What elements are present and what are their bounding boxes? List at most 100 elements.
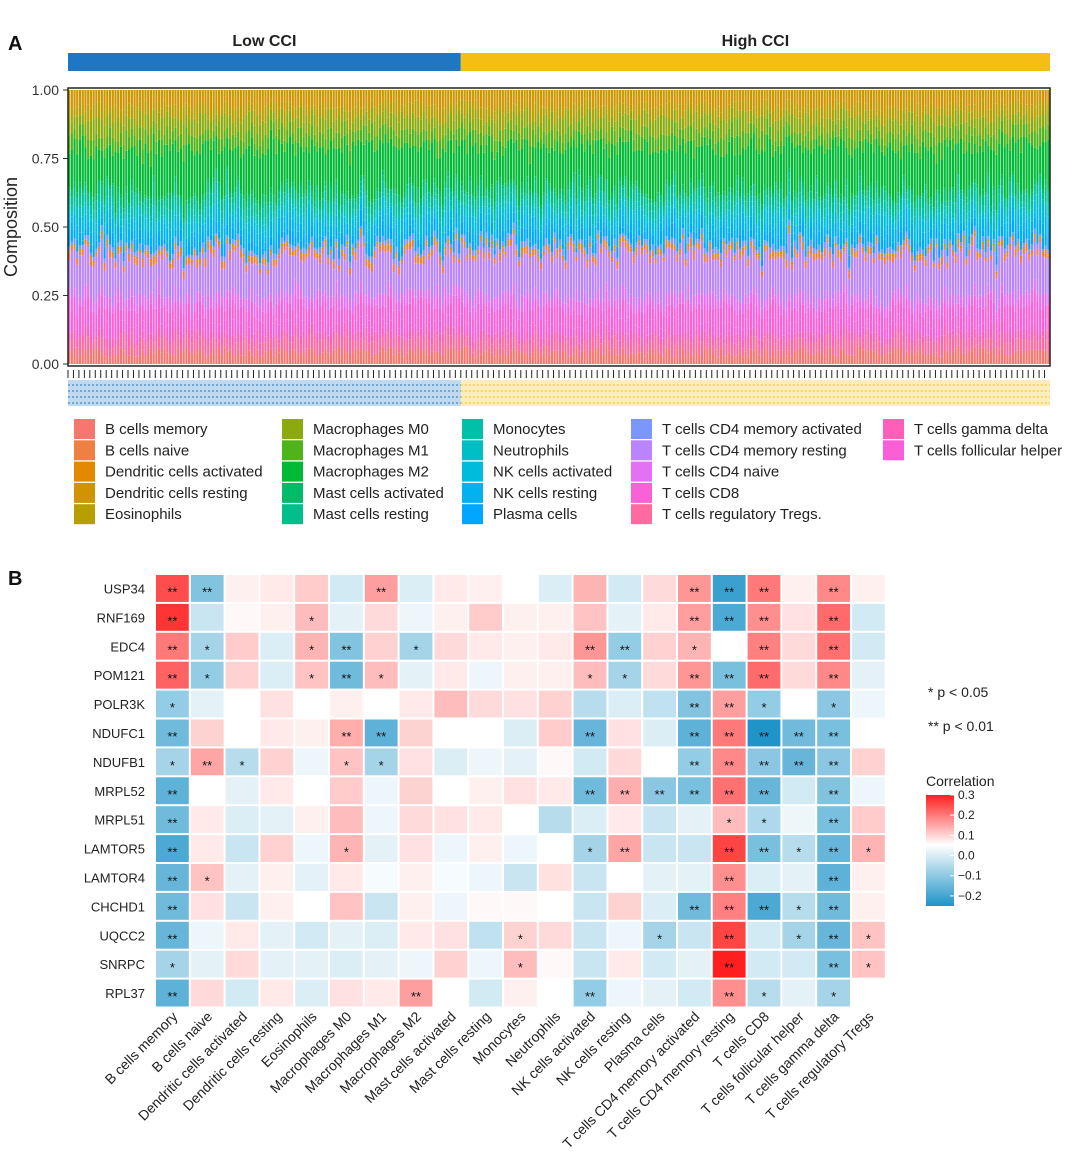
bar-segment — [81, 344, 84, 355]
bar-segment — [493, 254, 496, 259]
bar-segment — [141, 203, 144, 215]
bar-segment — [488, 208, 491, 214]
bar-segment — [278, 199, 281, 207]
bar-segment — [220, 224, 223, 239]
bar-segment — [119, 347, 123, 364]
bar-segment — [220, 244, 223, 257]
bar-segment — [662, 219, 665, 228]
bar-segment — [599, 253, 603, 303]
bar-segment — [550, 256, 553, 259]
bar-segment — [193, 215, 196, 223]
bar-segment — [471, 193, 474, 197]
bar-segment — [662, 256, 665, 259]
bar-segment — [474, 349, 477, 358]
bar-segment — [368, 132, 371, 142]
bar-segment — [455, 185, 458, 192]
bar-segment — [580, 201, 584, 211]
bar-segment — [406, 128, 409, 143]
bar-segment — [561, 211, 564, 218]
bar-segment — [128, 310, 131, 328]
bar-segment — [482, 196, 485, 201]
bar-segment — [177, 206, 180, 216]
bar-segment — [310, 197, 313, 206]
bar-segment — [455, 233, 458, 236]
bar-segment — [305, 308, 308, 325]
bar-segment — [280, 243, 283, 247]
bar-segment — [528, 195, 532, 207]
bar-segment — [507, 199, 510, 203]
bar-segment — [610, 355, 614, 364]
bar-segment — [455, 295, 458, 318]
bar-segment — [616, 120, 619, 142]
bar-segment — [406, 184, 409, 190]
bar-segment — [531, 192, 534, 196]
bar-segment — [586, 208, 589, 215]
bar-segment — [114, 235, 117, 240]
bar-segment — [447, 326, 450, 336]
bar-segment — [348, 255, 352, 262]
bar-segment — [422, 112, 425, 130]
bar-segment — [237, 90, 240, 108]
bar-segment — [567, 356, 570, 364]
bar-segment — [136, 140, 139, 156]
bar-segment — [408, 118, 412, 134]
bar-segment — [616, 318, 619, 333]
bar-segment — [657, 116, 660, 138]
bar-segment — [520, 182, 523, 189]
bar-segment — [261, 311, 264, 323]
bar-segment — [665, 90, 668, 104]
bar-segment — [498, 130, 502, 142]
bar-segment — [207, 108, 210, 120]
bar-segment — [348, 199, 352, 202]
bar-segment — [84, 147, 87, 183]
bar-segment — [428, 236, 431, 248]
bar-segment — [313, 145, 316, 202]
bar-segment — [313, 247, 316, 251]
bar-segment — [441, 137, 444, 149]
bar-segment — [400, 336, 403, 349]
bar-segment — [201, 195, 204, 200]
bar-segment — [128, 90, 131, 104]
bar-segment — [212, 177, 215, 183]
bar-segment — [234, 240, 237, 246]
bar-segment — [340, 251, 343, 257]
bar-segment — [179, 218, 183, 230]
bar-segment — [422, 258, 425, 265]
bar-segment — [542, 232, 545, 246]
bar-segment — [471, 103, 474, 119]
bar-segment — [384, 201, 387, 207]
bar-segment — [567, 212, 570, 217]
bar-segment — [362, 207, 365, 221]
bar-segment — [81, 221, 84, 233]
bar-segment — [398, 137, 401, 150]
bar-segment — [297, 90, 300, 107]
bar-segment — [414, 258, 417, 264]
bar-segment — [591, 108, 594, 122]
bar-segment — [400, 111, 403, 130]
bar-segment — [643, 248, 646, 300]
bar-segment — [130, 230, 133, 241]
bar-segment — [518, 113, 521, 133]
bar-segment — [575, 327, 578, 337]
bar-segment — [619, 193, 622, 200]
bar-segment — [681, 292, 684, 304]
bar-segment — [190, 319, 193, 329]
bar-segment — [114, 90, 117, 106]
bar-segment — [381, 319, 384, 328]
bar-segment — [599, 138, 603, 176]
bar-segment — [654, 350, 657, 364]
bar-segment — [155, 308, 158, 325]
bar-segment — [646, 90, 649, 103]
bar-segment — [496, 216, 499, 229]
bar-segment — [553, 237, 556, 240]
bar-segment — [343, 111, 346, 121]
bar-segment — [346, 308, 349, 319]
bar-segment — [441, 268, 444, 274]
bar-segment — [466, 323, 469, 332]
bar-segment — [98, 234, 101, 243]
bar-segment — [398, 195, 401, 202]
bar-segment — [114, 121, 117, 142]
bar-segment — [215, 343, 218, 356]
bar-segment — [177, 228, 180, 236]
bar-segment — [665, 117, 668, 136]
